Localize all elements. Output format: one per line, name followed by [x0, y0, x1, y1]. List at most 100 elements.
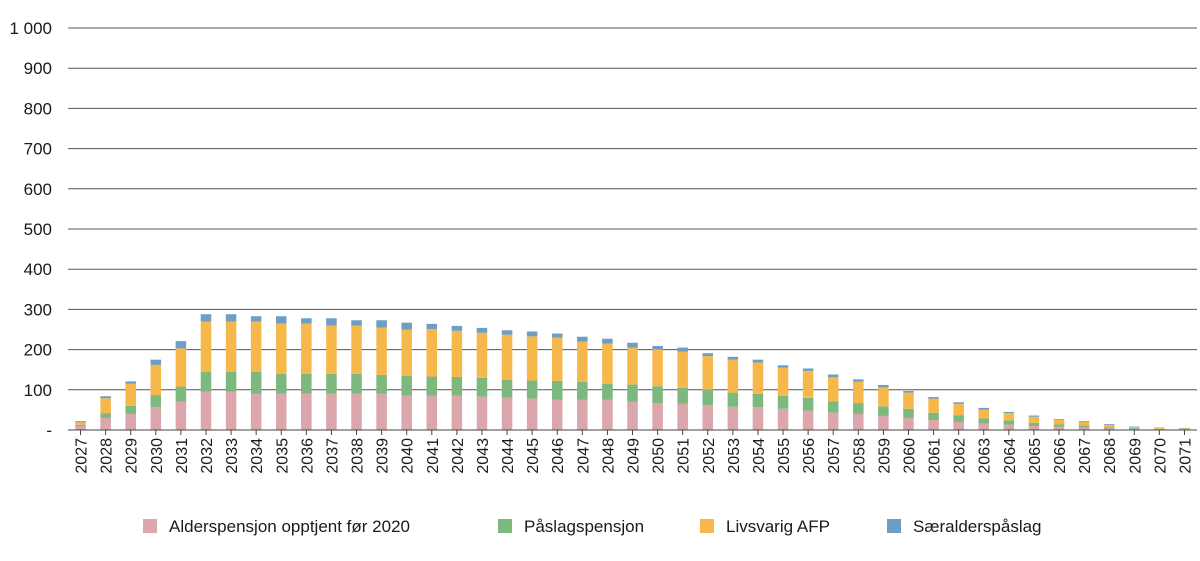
- bar-segment-4: [777, 365, 789, 368]
- bar-segment-4: [501, 330, 513, 335]
- x-tick-label: 2033: [224, 438, 241, 474]
- bar-segment-1: [426, 395, 438, 430]
- bar-segment-4: [652, 345, 663, 350]
- bar-segment-4: [426, 323, 438, 330]
- bar-segment-1: [752, 407, 764, 430]
- legend: Alderspensjon opptjent før 2020 Påslagspe…: [143, 517, 1042, 536]
- bar-segment-3: [301, 323, 312, 374]
- x-tick-label: 2043: [475, 438, 492, 474]
- bar-segment-3: [1103, 424, 1115, 428]
- x-tick-label: 2066: [1052, 438, 1069, 474]
- bar-segment-3: [75, 422, 86, 425]
- bars: [75, 314, 1190, 430]
- bar-segment-4: [602, 338, 613, 344]
- bar-segment-3: [928, 398, 939, 413]
- bar-segment-3: [627, 347, 638, 385]
- bar-segment-4: [551, 333, 563, 338]
- bar-segment-2: [953, 415, 964, 422]
- bar-segment-2: [401, 375, 412, 396]
- bar-segment-1: [652, 403, 663, 430]
- bar-segment-2: [827, 401, 839, 413]
- bar-segment-3: [777, 367, 789, 396]
- bar-segment-2: [200, 371, 212, 392]
- x-tick-label: 2064: [1002, 438, 1019, 474]
- bar-segment-2: [978, 418, 990, 424]
- bar-segment-1: [301, 393, 312, 430]
- legend-label-3: Livsvarig AFP: [726, 517, 830, 536]
- bar-segment-4: [376, 320, 387, 328]
- bar-segment-2: [777, 395, 789, 409]
- bar-segment-4: [526, 331, 538, 337]
- bar-segment-3: [526, 336, 538, 381]
- bar-segment-4: [1078, 421, 1090, 422]
- x-tick-label: 2053: [726, 438, 743, 474]
- bar-segment-2: [1003, 420, 1015, 425]
- bar-segment-2: [903, 408, 914, 418]
- bar-segment-4: [351, 320, 362, 326]
- bar-segment-3: [401, 329, 412, 376]
- bar-segment-2: [376, 374, 387, 394]
- bar-segment-2: [1078, 425, 1090, 428]
- bar-segment-3: [326, 325, 337, 374]
- bar-segment-3: [602, 343, 613, 384]
- y-tick-label: 200: [24, 341, 52, 360]
- gridlines: [68, 27, 1197, 391]
- bar-segment-1: [150, 407, 162, 430]
- x-tick-label: 2037: [324, 438, 341, 474]
- x-tick-label: 2039: [375, 438, 392, 474]
- bar-segment-1: [1003, 424, 1015, 430]
- bar-segment-3: [551, 337, 563, 381]
- bar-segment-3: [677, 351, 688, 388]
- bar-segment-1: [903, 417, 914, 430]
- bar-segment-3: [1179, 428, 1190, 430]
- bar-segment-2: [1053, 424, 1065, 427]
- bar-segment-2: [351, 373, 362, 394]
- bar-segment-1: [476, 396, 488, 430]
- x-tick-label: 2028: [99, 438, 116, 474]
- bar-segment-4: [1103, 423, 1115, 425]
- x-tick-label: 2035: [274, 438, 291, 474]
- bar-segment-4: [75, 421, 86, 423]
- bar-segment-2: [853, 403, 864, 414]
- x-tick-label: 2044: [500, 438, 517, 474]
- bar-segment-3: [903, 392, 914, 409]
- bar-segment-2: [225, 371, 237, 392]
- y-tick-label: 700: [24, 140, 52, 159]
- bar-segment-1: [225, 391, 237, 430]
- y-tick-label: 1 000: [9, 19, 52, 38]
- bar-segment-3: [275, 323, 287, 374]
- x-tick-label: 2046: [550, 438, 567, 474]
- x-axis-ticks: 2027 2028 2029 2030 2031 2032 2033 2034 2035 2036…: [74, 430, 1194, 474]
- y-tick-label: 800: [24, 99, 52, 118]
- bar-segment-2: [677, 387, 688, 404]
- x-tick-label: 2061: [927, 438, 944, 474]
- bar-segment-2: [301, 373, 312, 394]
- bar-segment-1: [1053, 426, 1065, 430]
- bar-segment-3: [853, 381, 864, 404]
- bar-segment-1: [627, 401, 638, 430]
- bar-segment-4: [752, 359, 764, 363]
- bar-segment-4: [250, 316, 262, 322]
- bar-segment-1: [978, 423, 990, 430]
- x-tick-label: 2067: [1077, 438, 1094, 474]
- x-tick-label: 2060: [901, 438, 918, 474]
- bar-segment-3: [978, 409, 990, 419]
- x-tick-label: 2058: [851, 438, 868, 474]
- bar-segment-2: [100, 413, 111, 418]
- y-axis-ticks: - 100 200 300 400 500 600 700 800 900 1 000: [9, 19, 52, 440]
- bar-segment-4: [953, 402, 964, 404]
- x-tick-label: 2042: [450, 438, 467, 474]
- bar-segment-2: [501, 379, 513, 398]
- x-tick-label: 2050: [651, 438, 668, 474]
- bar-segment-1: [677, 403, 688, 430]
- bar-segment-1: [526, 398, 538, 430]
- bar-segment-4: [978, 407, 990, 410]
- bar-segment-2: [1103, 427, 1115, 429]
- bar-segment-4: [928, 397, 939, 399]
- bar-segment-4: [401, 322, 412, 330]
- bar-segment-3: [376, 327, 387, 375]
- x-tick-label: 2059: [876, 438, 893, 474]
- bar-segment-3: [1154, 427, 1165, 429]
- bar-segment-3: [476, 332, 488, 378]
- x-tick-label: 2057: [826, 438, 843, 474]
